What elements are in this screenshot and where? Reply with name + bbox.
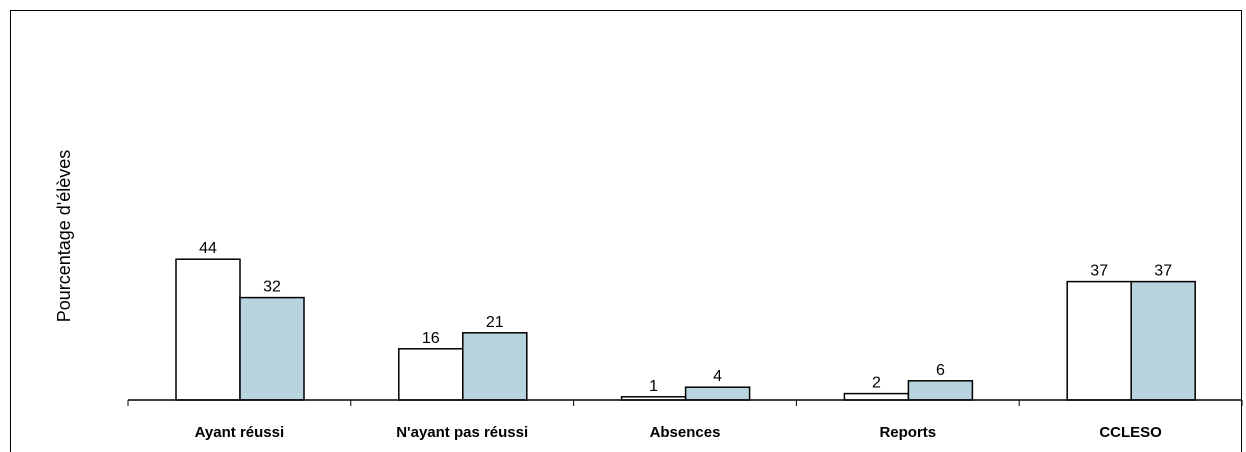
y-axis-title: Pourcentage d'élèves bbox=[54, 150, 74, 323]
value-label: 4 bbox=[713, 368, 722, 385]
value-label: 32 bbox=[263, 279, 281, 296]
bars-group bbox=[176, 259, 1195, 400]
category-label: N'ayant pas réussi bbox=[396, 424, 528, 441]
category-label: Reports bbox=[879, 424, 936, 441]
bar-series-2-cat-4 bbox=[908, 381, 972, 400]
bar-series-2-cat-2 bbox=[463, 333, 527, 400]
bar-series-2-cat-5 bbox=[1131, 282, 1195, 400]
value-label: 44 bbox=[199, 240, 217, 257]
value-labels-group: 44 32 16 21 1 4 2 6 37 37 bbox=[199, 240, 1172, 395]
bar-series-1-cat-4 bbox=[844, 394, 908, 400]
bar-series-1-cat-2 bbox=[399, 349, 463, 400]
value-label: 2 bbox=[872, 375, 881, 392]
bar-series-1-cat-5 bbox=[1067, 282, 1131, 400]
category-labels-group: Ayant réussi N'ayant pas réussi Absences Re… bbox=[195, 424, 1163, 441]
value-label: 21 bbox=[486, 314, 504, 331]
category-label: CCLESO bbox=[1099, 424, 1162, 441]
value-label: 37 bbox=[1154, 263, 1172, 280]
x-axis-ticks bbox=[128, 400, 1242, 406]
value-label: 1 bbox=[649, 378, 658, 395]
value-label: 6 bbox=[936, 362, 945, 379]
value-label: 37 bbox=[1090, 263, 1108, 280]
category-label: Absences bbox=[650, 424, 721, 441]
value-label: 16 bbox=[422, 330, 440, 347]
category-label: Ayant réussi bbox=[195, 424, 284, 441]
bar-series-1-cat-1 bbox=[176, 259, 240, 400]
bar-series-2-cat-1 bbox=[240, 298, 304, 400]
bar-series-2-cat-3 bbox=[686, 387, 750, 400]
